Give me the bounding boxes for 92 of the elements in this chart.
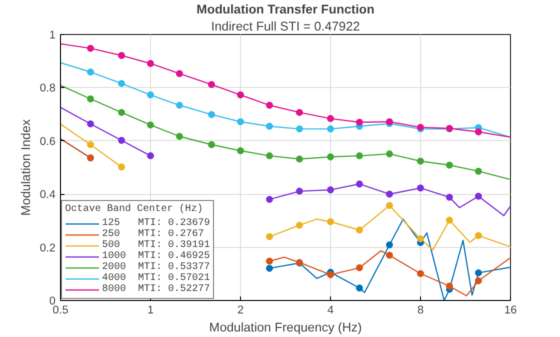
y-tick-label: 0.8 [40,82,56,95]
point [87,44,94,52]
point [386,241,393,248]
point [147,121,154,128]
point [237,91,244,98]
point [266,264,273,272]
point [147,91,154,98]
line-series [60,43,510,138]
point [296,125,303,132]
point [474,192,482,200]
point [356,118,363,126]
point [176,132,183,140]
point [296,222,303,229]
point [446,282,453,290]
point [208,81,216,88]
point [327,271,334,278]
point [327,115,334,122]
legend-label: 4000 MTI: 0.57021 [102,273,210,284]
point [118,163,126,170]
chart-subtitle: Indirect Full STI = 0.47922 [211,20,360,34]
legend-label: 2000 MTI: 0.53377 [102,262,210,273]
point [266,152,273,160]
chart-title: Modulation Transfer Function [196,2,374,16]
x-tick-label: 16 [504,304,517,316]
y-axis-title: Modulation Index [18,118,33,216]
point [446,194,453,201]
point [87,68,94,76]
y-tick-label: 0.4 [40,189,56,202]
point [266,196,273,203]
point [356,180,363,188]
point [296,188,303,195]
point [386,190,393,198]
point [474,232,482,240]
point [474,168,482,175]
point [118,136,126,144]
legend-label: 500 MTI: 0.39191 [102,240,210,251]
legend-label: 8000 MTI: 0.52277 [102,284,210,295]
y-tick-label: 0.6 [40,136,56,148]
point [176,102,183,109]
line-series [60,84,510,180]
y-tick-label: 0.2 [40,242,56,254]
point [296,155,303,162]
point [327,218,334,226]
point [87,95,94,102]
point [356,152,363,160]
point [386,202,393,210]
point [87,120,94,128]
point [356,284,363,292]
legend-title: Octave Band Center (Hz) [65,204,204,215]
point [266,258,273,265]
point [474,277,482,284]
x-tick-label: 0.5 [52,304,68,316]
point [147,152,154,160]
line-series [60,62,510,138]
point [118,52,126,60]
x-tick-label: 8 [417,304,424,316]
point [266,102,273,109]
point [208,141,216,148]
point [176,70,183,78]
x-axis-title: Modulation Frequency (Hz) [209,320,362,334]
x-tick-label: 1 [147,304,154,316]
point [474,128,482,136]
point [237,118,244,126]
point [327,153,334,160]
point [417,158,424,165]
point [237,147,244,154]
y-tick-label: 1 [49,30,56,42]
point [356,264,363,272]
point [417,184,424,192]
legend-label: 1000 MTI: 0.46925 [102,251,210,262]
legend-label: 125 MTI: 0.23679 [102,218,210,229]
point [118,80,126,87]
point [266,122,273,130]
point [327,186,334,194]
point [87,141,94,148]
point [386,150,393,158]
point [446,216,453,224]
x-tick-label: 4 [327,304,334,316]
point [327,125,334,132]
x-tick-label: 2 [237,304,244,316]
point [446,162,453,169]
point [417,270,424,278]
point [118,108,126,116]
point [386,252,393,259]
point [417,235,424,242]
point [147,60,154,67]
point [266,233,273,240]
point [356,226,363,234]
point [474,269,482,276]
legend-label: 250 MTI: 0.2767 [102,229,204,240]
point [208,111,216,118]
point [296,108,303,116]
